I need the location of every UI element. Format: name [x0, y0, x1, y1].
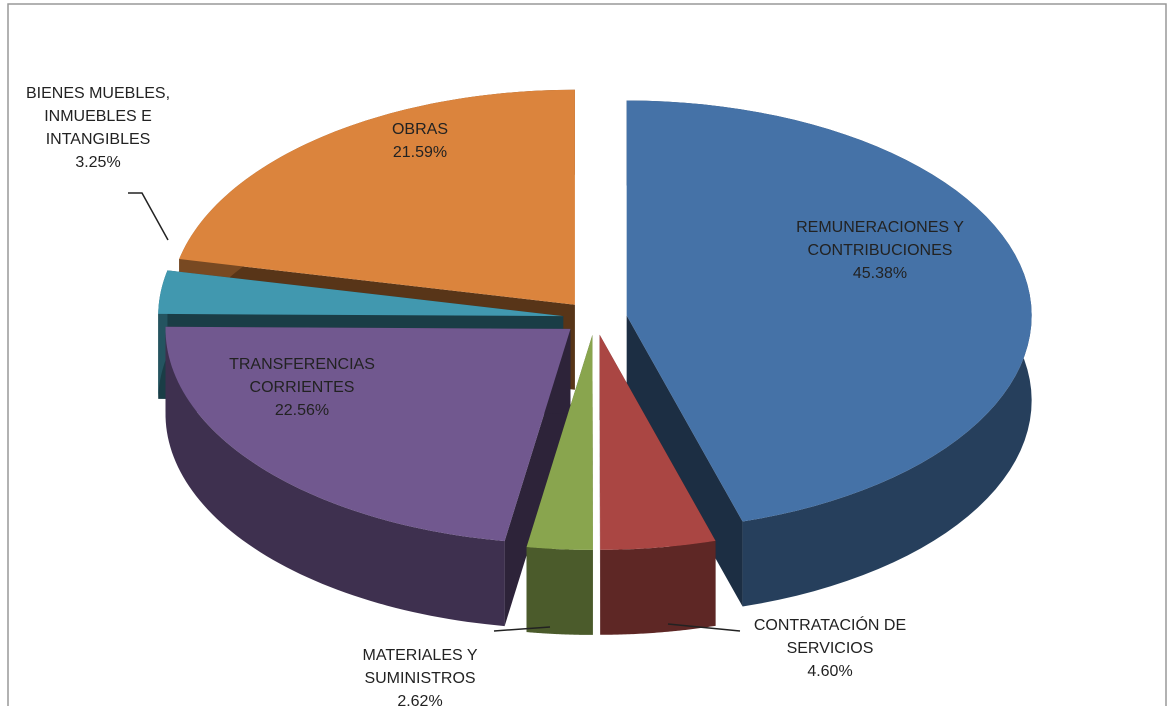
- category-label: REMUNERACIONES Y CONTRIBUCIONES: [796, 219, 964, 259]
- slice-side: [600, 540, 716, 635]
- slice-radial-wall: [599, 334, 601, 635]
- value-label: 4.60%: [807, 663, 853, 680]
- value-label: 2.62%: [397, 693, 443, 706]
- value-label: 22.56%: [274, 402, 330, 419]
- leader-line: [493, 626, 551, 632]
- category-label: OBRAS: [391, 121, 448, 138]
- slice-top: [158, 270, 564, 317]
- data-label: TRANSFERENCIAS CORRIENTES 22.56%: [217, 353, 387, 422]
- slice-top: [179, 89, 575, 305]
- leader-line: [667, 623, 741, 632]
- data-label: MATERIALES Y SUMINISTROS 2.62%: [340, 644, 500, 706]
- category-label: CONTRATACIÓN DE SERVICIOS: [753, 617, 907, 657]
- slice-side: [165, 326, 505, 627]
- leader-line: [128, 192, 169, 241]
- slice-top: [626, 100, 1032, 522]
- slice-radial-wall: [626, 315, 743, 607]
- slice-top: [526, 334, 593, 550]
- value-label: 3.25%: [75, 154, 121, 171]
- data-label: OBRAS 21.59%: [360, 118, 480, 164]
- leader-lines: [128, 192, 741, 632]
- frame: [7, 3, 1167, 706]
- slice: [526, 334, 593, 635]
- slice: [626, 100, 1032, 607]
- slice-side: [526, 547, 593, 635]
- category-label: TRANSFERENCIAS CORRIENTES: [229, 356, 375, 396]
- value-label: 21.59%: [392, 144, 448, 161]
- value-label: 45.38%: [852, 265, 908, 282]
- data-label: BIENES MUEBLES, INMUEBLES E INTANGIBLES 3…: [3, 82, 193, 174]
- data-label: REMUNERACIONES Y CONTRIBUCIONES 45.38%: [770, 216, 990, 285]
- slice: [599, 334, 716, 635]
- data-label: CONTRATACIÓN DE SERVICIOS 4.60%: [735, 614, 925, 683]
- category-label: MATERIALES Y SUMINISTROS: [362, 647, 478, 687]
- slice-top: [599, 334, 716, 550]
- category-label: BIENES MUEBLES, INMUEBLES E INTANGIBLES: [25, 85, 171, 148]
- slice-top: [165, 326, 571, 542]
- slice: [165, 326, 571, 627]
